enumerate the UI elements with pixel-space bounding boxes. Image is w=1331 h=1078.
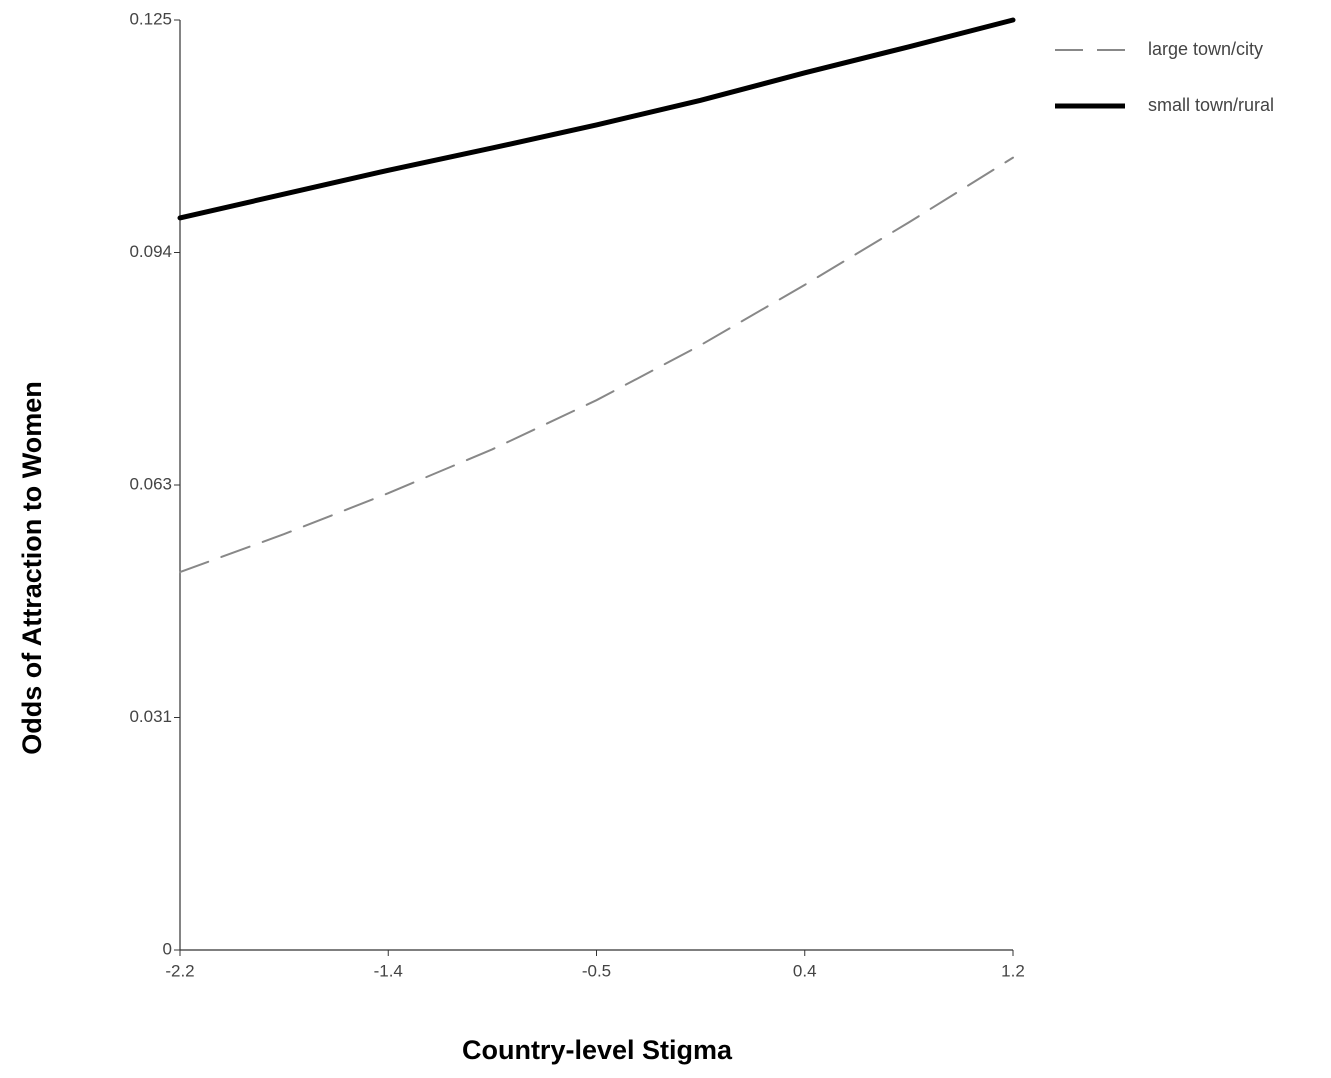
y-axis-label: Odds of Attraction to Women	[17, 381, 47, 754]
x-axis-label: Country-level Stigma	[462, 1035, 733, 1065]
y-tick-label: 0.031	[129, 707, 172, 726]
x-tick-label: 1.2	[1001, 961, 1025, 980]
x-tick-label: -1.4	[374, 961, 403, 980]
y-tick-label: 0.125	[129, 9, 172, 28]
y-tick-label: 0.063	[129, 474, 172, 493]
x-tick-label: 0.4	[793, 961, 817, 980]
legend-label: small town/rural	[1148, 95, 1274, 115]
y-tick-label: 0.094	[129, 242, 172, 261]
line-series	[179, 156, 1014, 574]
x-tick-label: -0.5	[582, 961, 611, 980]
y-tick-label: 0	[163, 939, 172, 958]
line-series	[177, 17, 1016, 221]
legend-label: large town/city	[1148, 39, 1263, 59]
x-tick-label: -2.2	[165, 961, 194, 980]
